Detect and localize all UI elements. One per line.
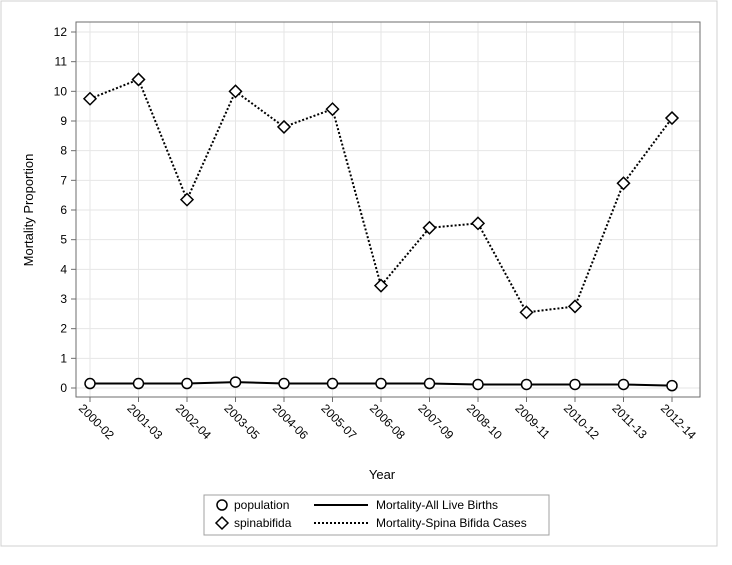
outer-border	[0, 0, 718, 547]
y-tick-label: 12	[54, 25, 68, 39]
data-point-spinabifida	[228, 84, 243, 99]
y-tick-label: 4	[60, 262, 67, 276]
data-point-population	[181, 377, 193, 390]
data-point-population	[569, 378, 581, 391]
data-point-population	[520, 378, 533, 391]
y-tick-label: 9	[60, 114, 67, 128]
legend-box	[203, 494, 550, 536]
data-point-spinabifida	[82, 91, 98, 106]
data-point-spinabifida	[373, 278, 389, 293]
data-point-spinabifida	[519, 305, 534, 320]
y-tick-label: 1	[60, 351, 67, 365]
legend: population Mortality-All Live Births spi…	[203, 494, 550, 536]
data-point-population	[617, 378, 630, 391]
data-point-population	[423, 377, 436, 390]
y-tick-label: 10	[54, 84, 68, 98]
y-axis-label: Mortality Proportion	[21, 154, 36, 267]
data-point-spinabifida	[567, 299, 583, 314]
data-point-population	[84, 377, 96, 390]
y-tick-label: 0	[60, 381, 67, 395]
y-tick-label: 2	[60, 322, 67, 336]
data-point-population	[229, 376, 242, 388]
y-tick-label: 7	[60, 173, 67, 187]
y-tick-label: 3	[60, 292, 67, 306]
legend-marker-diamond	[214, 515, 230, 531]
gridlines	[76, 22, 700, 397]
data-point-spinabifida	[179, 192, 195, 207]
series-markers	[82, 72, 680, 392]
legend-label-spinabifida: spinabifida	[234, 516, 292, 530]
y-tick-label: 11	[55, 55, 68, 69]
data-point-population	[132, 377, 145, 390]
y-tick-label: 6	[60, 203, 67, 217]
data-point-population	[472, 378, 484, 391]
legend-marker-circle	[216, 499, 228, 511]
data-point-spinabifida	[325, 102, 340, 117]
data-point-spinabifida	[470, 216, 486, 231]
legend-label-spina-bifida-cases: Mortality-Spina Bifida Cases	[376, 516, 527, 530]
data-point-population	[326, 377, 339, 390]
y-tick-label: 8	[60, 144, 67, 158]
data-point-spinabifida	[422, 220, 437, 235]
data-point-population	[666, 379, 678, 392]
data-point-spinabifida	[276, 119, 292, 134]
y-tick-label: 5	[60, 233, 67, 247]
data-point-spinabifida	[664, 110, 680, 126]
legend-label-population: population	[234, 498, 289, 512]
data-point-population	[278, 377, 290, 390]
data-point-spinabifida	[616, 176, 631, 191]
data-point-spinabifida	[131, 72, 146, 87]
x-axis-label: Year	[369, 467, 396, 482]
data-point-population	[375, 377, 387, 390]
legend-label-all-live-births: Mortality-All Live Births	[376, 498, 498, 512]
